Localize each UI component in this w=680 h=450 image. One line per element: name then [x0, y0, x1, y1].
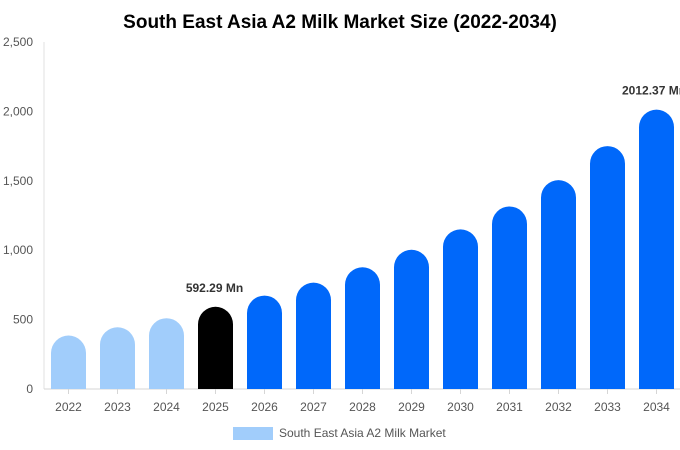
- annotations: 592.29 Mn 2012.37 Mn: [186, 84, 680, 295]
- x-tick-label: 2033: [594, 400, 621, 414]
- bar-2027[interactable]: [296, 282, 331, 389]
- x-tick-label: 2025: [202, 400, 229, 414]
- y-tick-label: 2,000: [3, 104, 33, 118]
- bar-2028[interactable]: [345, 267, 380, 389]
- bar-2023[interactable]: [100, 327, 135, 389]
- x-tick-label: 2026: [251, 400, 278, 414]
- x-tick-label: 2028: [349, 400, 376, 414]
- x-tick-label: 2023: [104, 400, 131, 414]
- x-tick-label: 2034: [643, 400, 670, 414]
- bar-2032[interactable]: [541, 180, 576, 389]
- bar-2033[interactable]: [590, 146, 625, 389]
- x-tick-label: 2027: [300, 400, 327, 414]
- legend-swatch: [233, 427, 273, 440]
- y-tick-label: 0: [26, 382, 33, 396]
- bar-2024[interactable]: [149, 318, 184, 389]
- y-tick-label: 1,000: [3, 243, 33, 257]
- x-tick-label: 2029: [398, 400, 425, 414]
- y-tick-label: 2,500: [3, 35, 33, 49]
- x-tick-label: 2022: [55, 400, 82, 414]
- bar-2025[interactable]: [198, 306, 233, 389]
- y-tick-label: 1,500: [3, 174, 33, 188]
- bar-2022[interactable]: [51, 335, 86, 389]
- x-axis-ticks: 2022 2023 2024 2025 2026 2027 2028 2029 2030 2031…: [55, 389, 670, 414]
- bar-2030[interactable]: [443, 229, 478, 389]
- bar-2026[interactable]: [247, 295, 282, 389]
- data-label-2025: 592.29 Mn: [186, 281, 243, 295]
- bars: [51, 109, 674, 389]
- legend-label: South East Asia A2 Milk Market: [279, 426, 446, 440]
- x-tick-label: 2030: [447, 400, 474, 414]
- x-tick-label: 2024: [153, 400, 180, 414]
- y-tick-label: 500: [13, 313, 33, 327]
- data-label-2034: 2012.37 Mn: [622, 84, 680, 98]
- bar-2029[interactable]: [394, 249, 429, 389]
- x-tick-label: 2031: [496, 400, 523, 414]
- x-tick-label: 2032: [545, 400, 572, 414]
- y-axis-ticks: 0 500 1,000 1,500 2,000 2,500: [3, 35, 33, 396]
- chart-title: South East Asia A2 Milk Market Size (202…: [123, 12, 557, 33]
- bar-2034[interactable]: [639, 109, 674, 389]
- legend[interactable]: South East Asia A2 Milk Market: [233, 426, 446, 440]
- bar-2031[interactable]: [492, 206, 527, 389]
